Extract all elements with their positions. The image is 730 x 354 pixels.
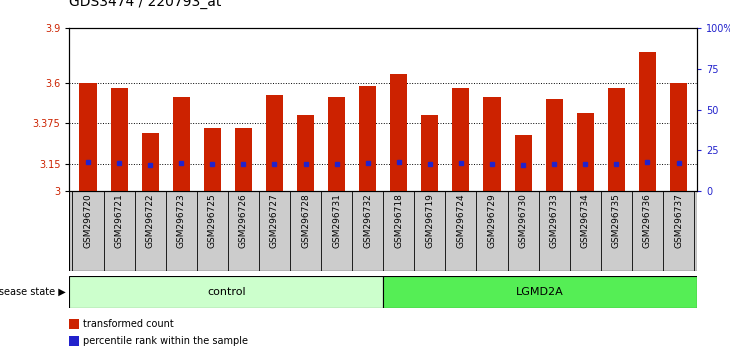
- Text: GSM296721: GSM296721: [115, 194, 123, 248]
- Text: GSM296726: GSM296726: [239, 194, 248, 248]
- Bar: [328, 97, 345, 191]
- Bar: [69, 336, 79, 346]
- Bar: [515, 135, 531, 191]
- Bar: [639, 52, 656, 191]
- Text: GSM296723: GSM296723: [177, 194, 185, 248]
- Text: GSM296719: GSM296719: [426, 194, 434, 249]
- Text: GSM296734: GSM296734: [581, 194, 590, 248]
- Bar: [421, 115, 439, 191]
- Bar: [266, 95, 283, 191]
- Bar: [483, 97, 501, 191]
- Text: GSM296729: GSM296729: [488, 194, 496, 248]
- Bar: [204, 128, 221, 191]
- Text: GSM296718: GSM296718: [394, 194, 403, 249]
- Bar: [453, 88, 469, 191]
- Text: GSM296733: GSM296733: [550, 194, 558, 249]
- Bar: [577, 113, 593, 191]
- Text: control: control: [207, 287, 245, 297]
- Bar: [80, 82, 96, 191]
- Bar: [545, 99, 563, 191]
- Text: GSM296731: GSM296731: [332, 194, 341, 249]
- Text: GSM296727: GSM296727: [270, 194, 279, 248]
- Bar: [608, 88, 625, 191]
- Text: GSM296737: GSM296737: [674, 194, 683, 249]
- Bar: [391, 74, 407, 191]
- Text: GSM296735: GSM296735: [612, 194, 620, 249]
- Bar: [359, 86, 376, 191]
- Text: GSM296728: GSM296728: [301, 194, 310, 248]
- Text: GSM296725: GSM296725: [208, 194, 217, 248]
- Text: GDS3474 / 220793_at: GDS3474 / 220793_at: [69, 0, 222, 9]
- Bar: [670, 82, 687, 191]
- Bar: [69, 276, 383, 308]
- Text: GSM296722: GSM296722: [146, 194, 155, 248]
- Bar: [297, 115, 314, 191]
- Text: disease state ▶: disease state ▶: [0, 287, 66, 297]
- Bar: [383, 276, 697, 308]
- Text: LGMD2A: LGMD2A: [516, 287, 564, 297]
- Text: transformed count: transformed count: [83, 319, 174, 329]
- Text: GSM296732: GSM296732: [364, 194, 372, 248]
- Bar: [173, 97, 190, 191]
- Bar: [142, 133, 158, 191]
- Text: GSM296730: GSM296730: [518, 194, 528, 249]
- Bar: [235, 128, 252, 191]
- Bar: [69, 319, 79, 329]
- Bar: [110, 88, 128, 191]
- Text: GSM296724: GSM296724: [456, 194, 466, 248]
- Text: GSM296720: GSM296720: [83, 194, 93, 248]
- Text: percentile rank within the sample: percentile rank within the sample: [83, 336, 248, 346]
- Text: GSM296736: GSM296736: [643, 194, 652, 249]
